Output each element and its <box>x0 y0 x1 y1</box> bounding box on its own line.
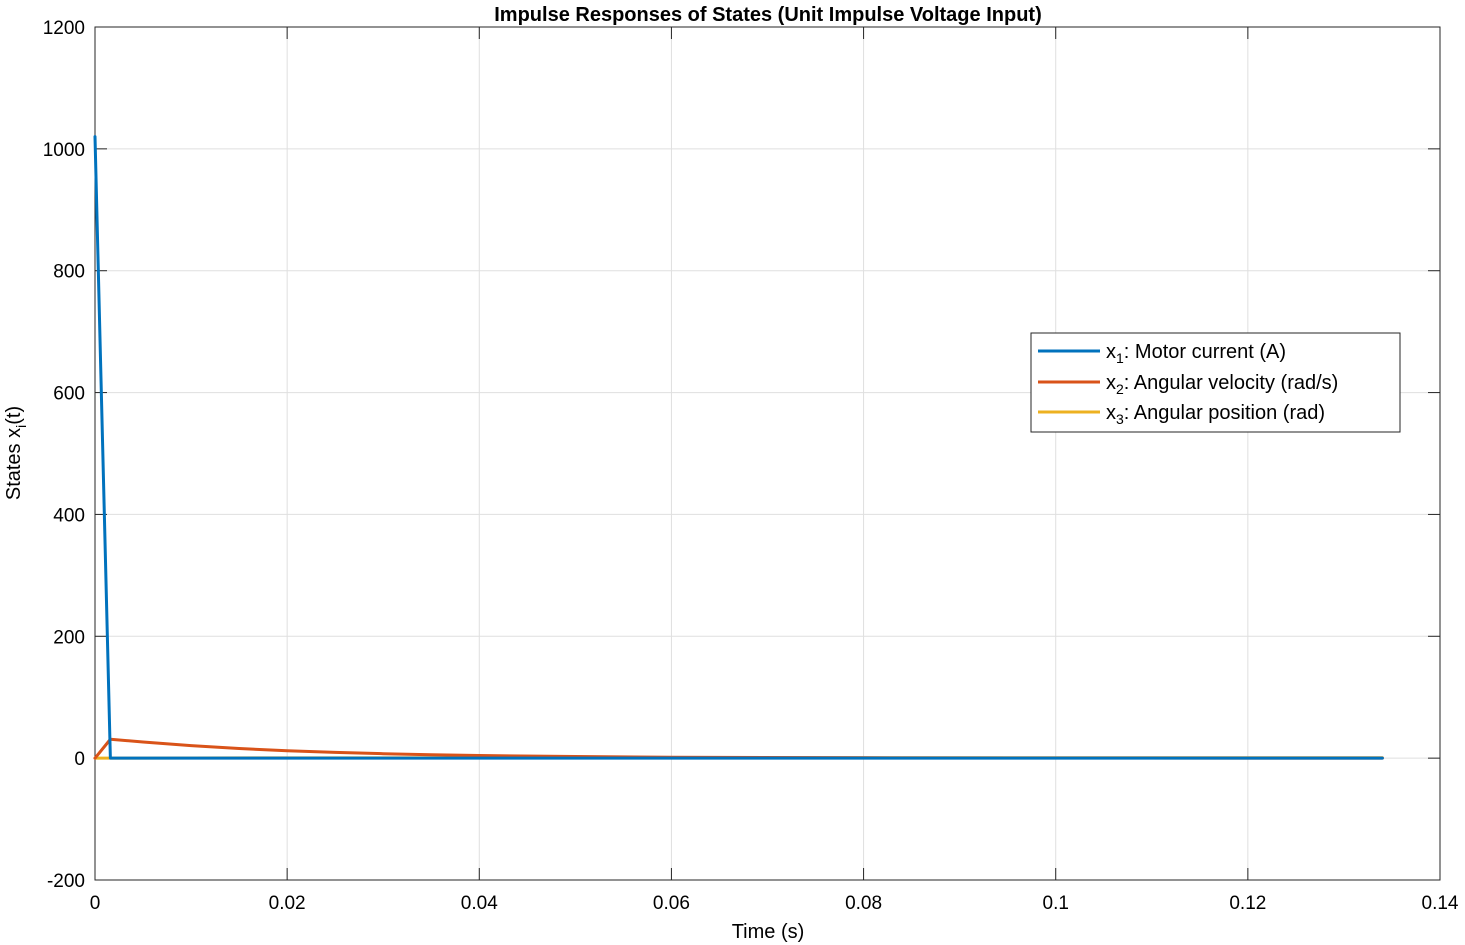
y-tick-label: 400 <box>53 505 85 526</box>
series-line-x1 <box>93 135 1384 760</box>
legend-item-x2: x2: Angular velocity (rad/s) <box>1038 372 1338 397</box>
legend-item-x3: x3: Angular position (rad) <box>1038 402 1325 427</box>
y-tick-label: 600 <box>53 384 85 405</box>
y-tick-label: -200 <box>47 871 85 892</box>
x-tick-label: 0.02 <box>269 893 306 914</box>
x-tick-label: 0.1 <box>1043 893 1069 914</box>
x-tick-label: 0.06 <box>653 893 690 914</box>
x-tick-label: 0.08 <box>845 893 882 914</box>
y-axis-label: States xi(t) <box>3 406 29 500</box>
series-lines <box>93 135 1384 760</box>
legend: x1: Motor current (A) x2: Angular veloci… <box>1030 332 1401 433</box>
y-tick-label: 0 <box>74 749 85 770</box>
plot-area <box>94 26 1441 881</box>
x-axis-label: Time (s) <box>732 921 805 943</box>
x-tick-label: 0 <box>90 893 101 914</box>
x-tick-label: 0.14 <box>1422 893 1459 914</box>
x-tick-labels: 0 0.02 0.04 0.06 0.08 0.1 0.12 0.14 <box>90 893 1459 914</box>
y-tick-label: 1200 <box>43 18 85 39</box>
x-tick-label: 0.04 <box>461 893 498 914</box>
legend-label-x1: x1: Motor current (A) <box>1106 341 1286 366</box>
legend-label-x2: x2: Angular velocity (rad/s) <box>1106 372 1338 397</box>
y-tick-label: 800 <box>53 262 85 283</box>
series-line-x2 <box>93 737 1384 760</box>
legend-label-x3: x3: Angular position (rad) <box>1106 402 1325 427</box>
y-tick-labels: -200 0 200 400 600 800 1000 1200 <box>43 18 85 892</box>
legend-item-x1: x1: Motor current (A) <box>1038 341 1286 366</box>
x-tick-label: 0.12 <box>1229 893 1266 914</box>
y-tick-label: 1000 <box>43 140 85 161</box>
y-tick-label: 200 <box>53 627 85 648</box>
chart-title: Impulse Responses of States (Unit Impuls… <box>494 4 1041 26</box>
